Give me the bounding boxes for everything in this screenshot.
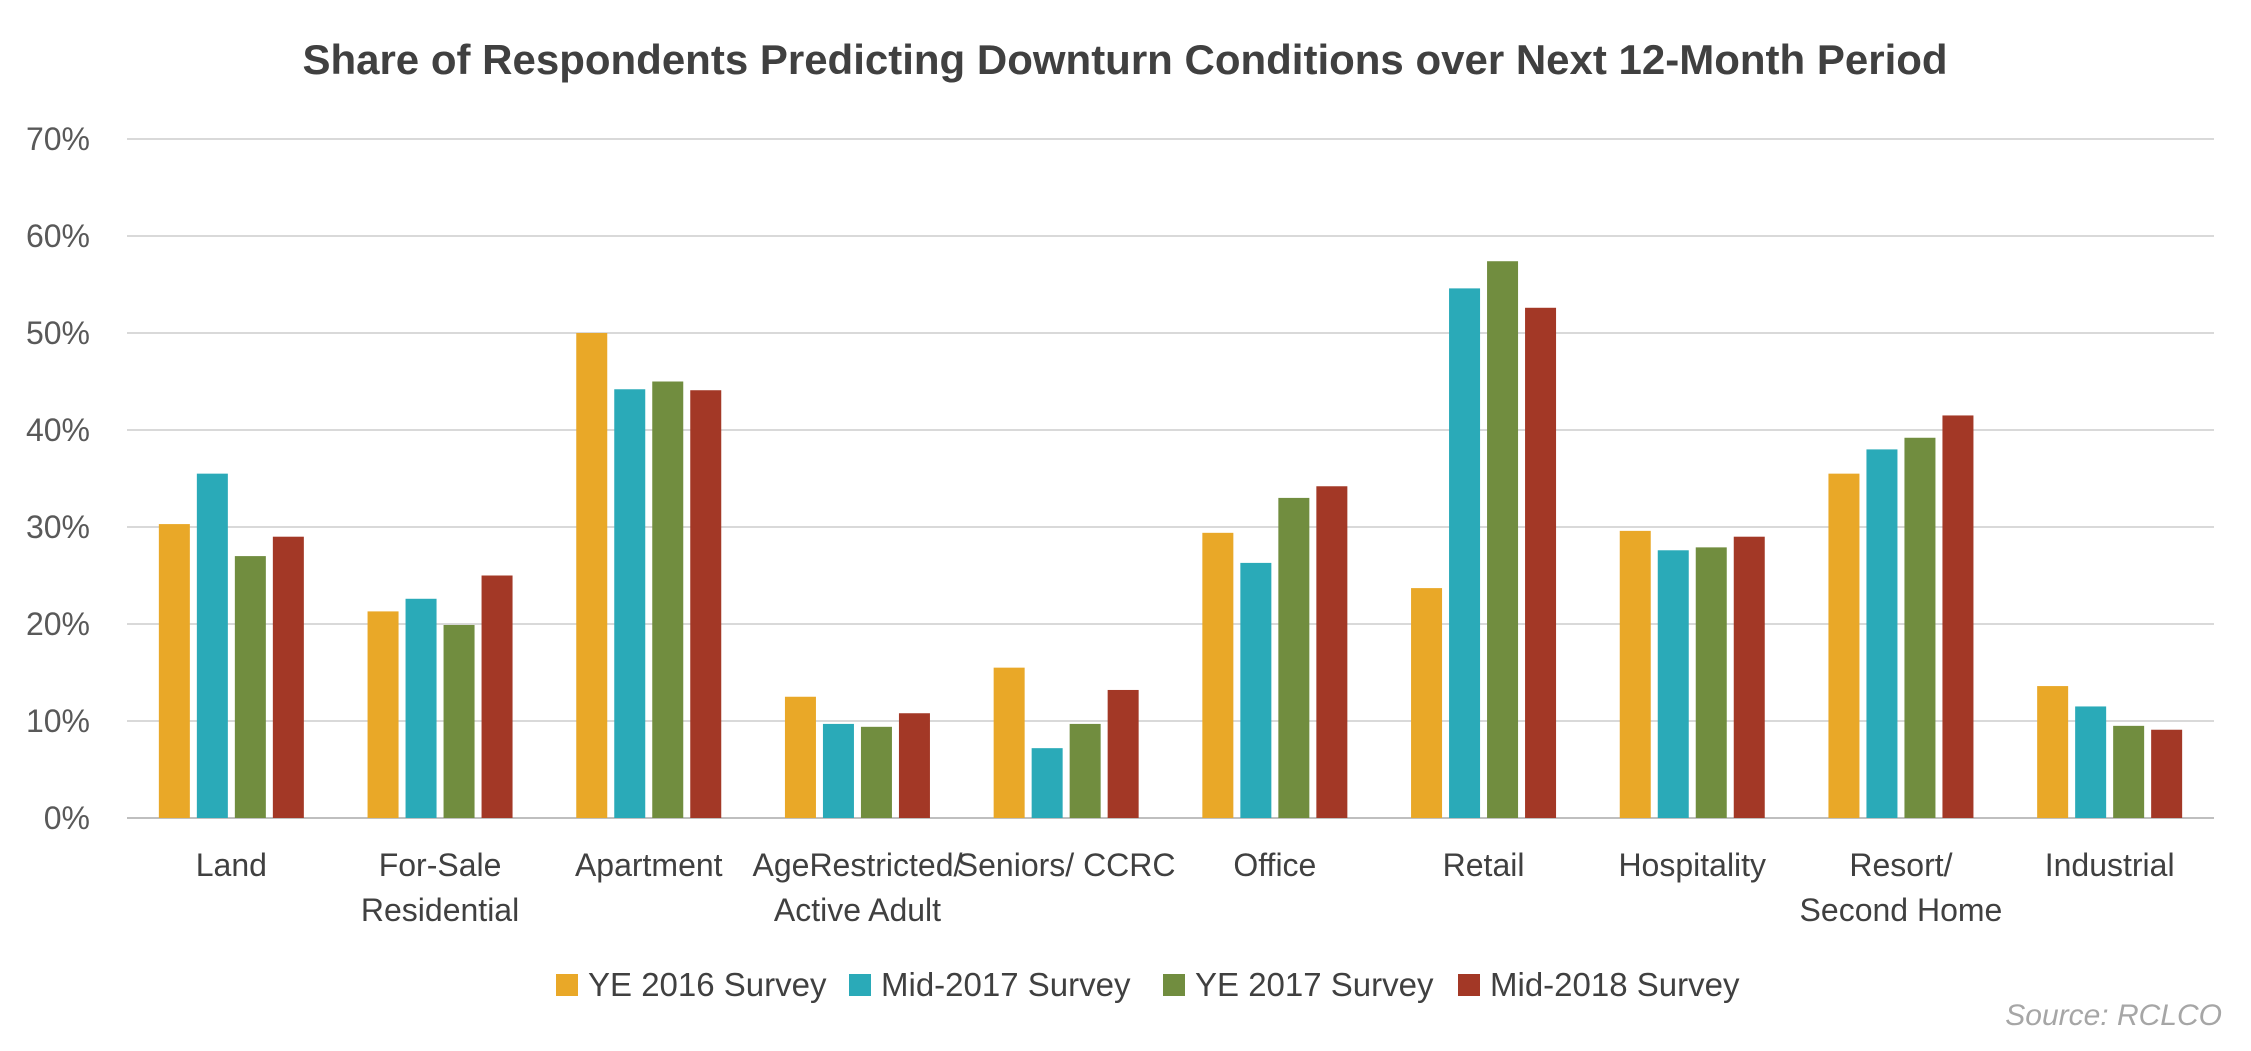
bar <box>1411 588 1443 818</box>
bar <box>1449 288 1481 818</box>
x-category-label: Retail <box>1443 847 1525 883</box>
x-category-label: Resort/ <box>1849 847 1952 883</box>
y-tick-label: 60% <box>26 218 90 254</box>
x-category-label: Seniors/ CCRC <box>957 847 1176 883</box>
bar <box>822 723 854 818</box>
x-category-label: Hospitality <box>1618 847 1766 883</box>
y-tick-label: 30% <box>26 509 90 545</box>
bar <box>234 556 266 818</box>
bar <box>1828 473 1860 818</box>
bars <box>158 261 2183 819</box>
bar <box>576 333 608 818</box>
y-tick-label: 40% <box>26 412 90 448</box>
legend-label: YE 2017 Survey <box>1195 966 1434 1003</box>
x-category-label: AgeRestricted/ <box>753 847 963 883</box>
bar <box>1487 261 1519 819</box>
bar <box>1278 497 1310 818</box>
bar <box>2075 706 2107 818</box>
bar <box>196 473 228 818</box>
x-category-label: Second Home <box>1800 892 2003 928</box>
bar <box>1525 307 1557 818</box>
legend-swatch <box>556 974 578 996</box>
bar <box>860 726 892 818</box>
legend-label: YE 2016 Survey <box>588 966 827 1003</box>
bar <box>614 389 646 818</box>
bar <box>1904 437 1936 818</box>
y-tick-label: 70% <box>26 121 90 157</box>
x-axis-category-labels: Land For-Sale Residential Apartment AgeRestr… <box>196 847 2175 928</box>
bar <box>1031 748 1063 818</box>
legend-swatch <box>849 974 871 996</box>
x-category-label: Office <box>1233 847 1316 883</box>
bar <box>1316 486 1348 818</box>
legend: YE 2016 Survey Mid-2017 Survey YE 2017 Sur… <box>556 966 1740 1003</box>
bar <box>1107 689 1139 818</box>
x-category-label: Land <box>196 847 267 883</box>
legend-label: Mid-2018 Survey <box>1490 966 1740 1003</box>
bar <box>2151 729 2183 818</box>
bar <box>1942 415 1974 818</box>
bar <box>158 524 190 818</box>
legend-label: Mid-2017 Survey <box>881 966 1131 1003</box>
bar <box>1240 562 1272 818</box>
bar <box>898 713 930 818</box>
bar <box>405 598 437 818</box>
bar <box>652 381 684 818</box>
bar <box>2113 725 2145 818</box>
y-tick-label: 10% <box>26 703 90 739</box>
y-tick-label: 0% <box>44 800 90 836</box>
bar <box>443 624 475 818</box>
x-category-label: Apartment <box>575 847 723 883</box>
x-category-label: Active Adult <box>774 892 941 928</box>
bar <box>690 390 722 818</box>
source-note: Source: RCLCO <box>2005 999 2222 1032</box>
bar <box>367 611 399 818</box>
bar <box>784 696 816 818</box>
chart-title: Share of Respondents Predicting Downturn… <box>302 36 1947 83</box>
bar <box>1695 547 1727 818</box>
legend-swatch <box>1163 974 1185 996</box>
x-category-label: Residential <box>361 892 519 928</box>
bar <box>1866 449 1898 818</box>
bar <box>1733 536 1765 818</box>
gridlines <box>127 138 2214 819</box>
y-axis-tick-labels: 0% 10% 20% 30% 40% 50% 60% 70% <box>26 121 90 836</box>
bar <box>1619 530 1651 818</box>
y-tick-label: 50% <box>26 315 90 351</box>
bar <box>1202 532 1234 818</box>
y-tick-label: 20% <box>26 606 90 642</box>
x-category-label: Industrial <box>2045 847 2175 883</box>
x-category-label: For-Sale <box>379 847 502 883</box>
legend-swatch <box>1458 974 1480 996</box>
bar <box>272 536 304 818</box>
bar <box>2037 686 2069 818</box>
bar <box>481 575 513 818</box>
bar <box>993 667 1025 818</box>
bar <box>1657 550 1689 818</box>
bar <box>1069 723 1101 818</box>
